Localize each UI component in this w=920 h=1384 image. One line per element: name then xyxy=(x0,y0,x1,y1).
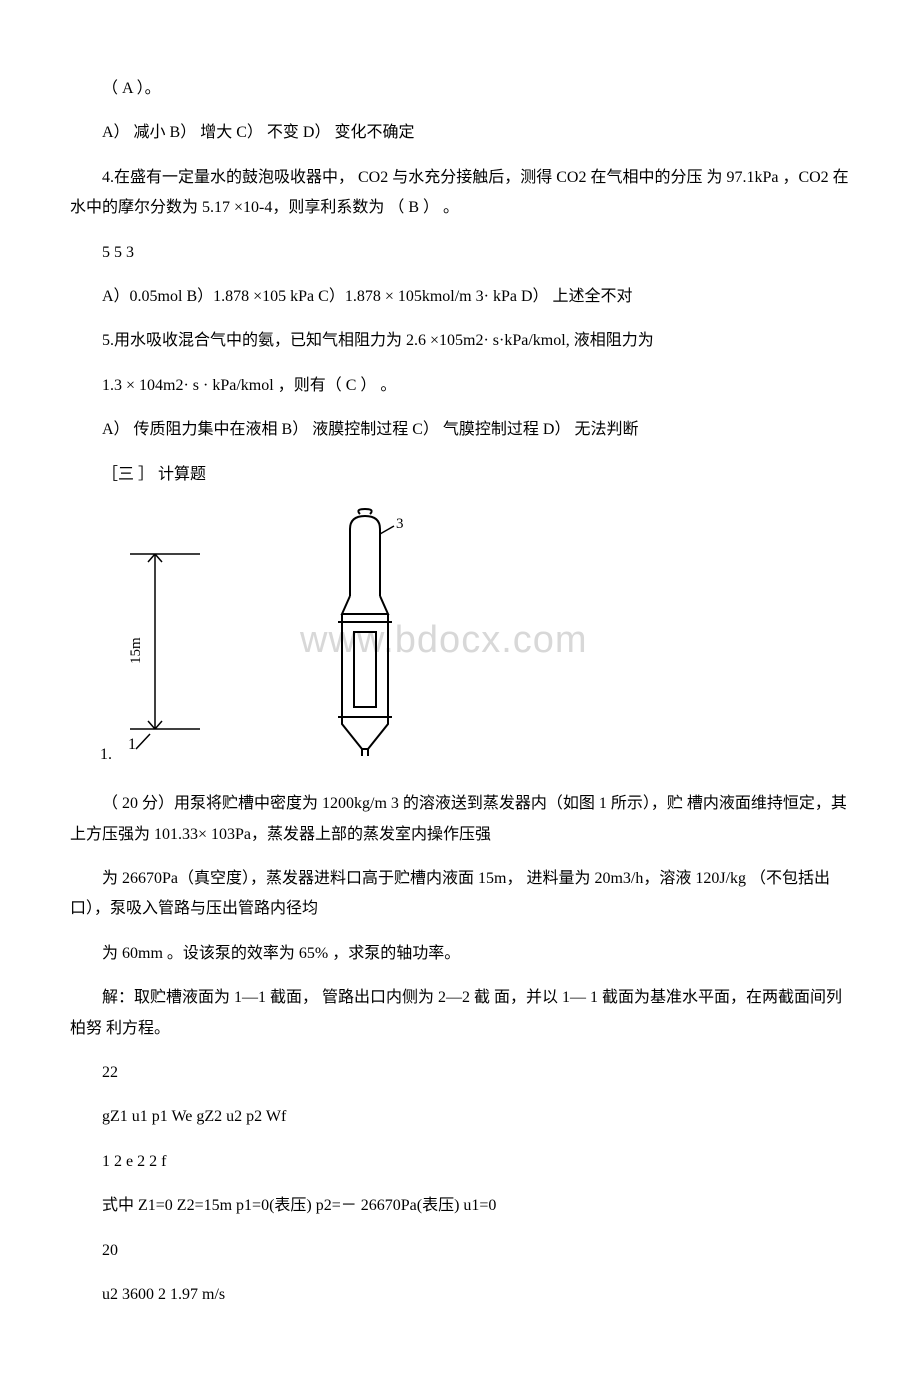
q3-answer-line: （ A ）。 xyxy=(70,74,850,104)
q4-exp: 5 5 3 xyxy=(70,238,850,268)
calc1-p4: 解：取贮槽液面为 1—1 截面， 管路出口内侧为 2—2 截 面，并以 1— 1… xyxy=(70,983,850,1044)
figure-row: www.bdocx.com 15m 1 1. 3 xyxy=(70,504,850,775)
calc1-eq6: u2 3600 2 1.97 m/s xyxy=(70,1280,850,1310)
mark-3: 3 xyxy=(396,516,404,532)
calc1-p2: 为 26670Pa（真空度），蒸发器进料口高于贮槽内液面 15m， 进料量为 2… xyxy=(70,864,850,925)
calc1-eq3: 1 2 e 2 2 f xyxy=(70,1147,850,1177)
calc1-eq4: 式中 Z1=0 Z2=15m p1=0(表压) p2=－ 26670Pa(表压)… xyxy=(70,1191,850,1221)
section3-title: ［三 ］ 计算题 xyxy=(70,460,850,490)
evaporator-svg: 3 xyxy=(300,504,450,764)
q4-options: A）0.05mol B）1.878 ×105 kPa C）1.878 × 105… xyxy=(70,282,850,312)
q5-stem: 5.用水吸收混合气中的氨，已知气相阻力为 2.6 ×105m2· s·kPa/k… xyxy=(70,326,850,356)
figure-left: 15m 1 1. xyxy=(100,534,220,775)
calc1-p3: 为 60mm 。设该泵的效率为 65% ，求泵的轴功率。 xyxy=(70,939,850,969)
calc1-p1: （ 20 分）用泵将贮槽中密度为 1200kg/m 3 的溶液送到蒸发器内（如图… xyxy=(70,789,850,850)
q4-stem: 4.在盛有一定量水的鼓泡吸收器中， CO2 与水充分接触后，测得 CO2 在气相… xyxy=(70,163,850,224)
figure-right: 3 xyxy=(300,504,450,775)
bottom-label-1: 1 xyxy=(128,736,136,753)
q5-options: A） 传质阻力集中在液相 B） 液膜控制过程 C） 气膜控制过程 D） 无法判断 xyxy=(70,415,850,445)
calc1-eq5: 20 xyxy=(70,1236,850,1266)
q5-line2: 1.3 × 104m2· s · kPa/kmol ，则有（ C ） 。 xyxy=(70,371,850,401)
height-diagram-svg: 15m 1 1. xyxy=(100,534,220,764)
q3-options: A） 减小 B） 增大 C） 不变 D） 变化不确定 xyxy=(70,118,850,148)
calc1-eq1: 22 xyxy=(70,1058,850,1088)
height-label: 15m xyxy=(128,637,144,664)
calc1-eq2: gZ1 u1 p1 We gZ2 u2 p2 Wf xyxy=(70,1102,850,1132)
problem-number: 1. xyxy=(100,746,112,763)
